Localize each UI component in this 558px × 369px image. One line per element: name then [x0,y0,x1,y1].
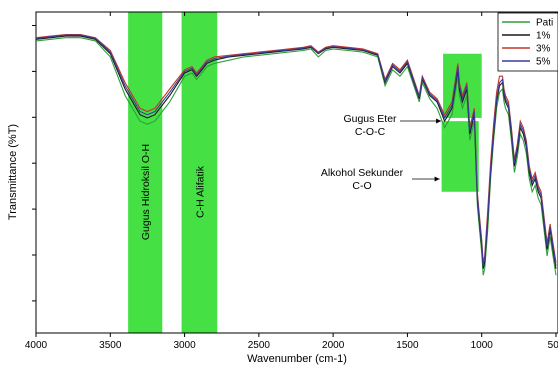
series-line-1 [35,37,557,276]
x-tick-label: 500 [548,340,558,351]
plot-frame [35,11,558,334]
legend-label-2: 1% [536,31,551,42]
x-tick-label: 1000 [471,340,494,351]
annotation-subtitle-2: C-O [352,180,371,192]
x-tick-label: 2500 [248,340,271,351]
x-tick-label: 1500 [396,340,419,351]
highlight-box-2 [441,121,479,192]
legend: Pati 1% 3% 5% [497,12,558,72]
annotation-title-1: Gugus Eter [343,113,397,125]
highlight-band-2 [181,12,218,333]
y-axis-label: Transmittance (%T) [7,124,19,220]
band-label-1: Gugus Hidroksil O-H [140,144,152,240]
legend-label-3: 3% [536,44,551,55]
x-tick-label: 4000 [25,340,48,351]
series-line-4 [35,34,557,266]
highlight-band-1 [128,12,163,333]
x-tick-label: 2000 [322,340,345,351]
series-lines [35,33,557,276]
highlight-bands: Gugus Hidroksil O-H C-H Alifatik [128,12,482,333]
x-axis-ticks: 4000 3500 3000 2500 2000 1500 1000 500 [25,12,558,351]
annotation-arrow-head-2 [434,176,440,182]
y-axis-ticks [32,24,36,302]
x-axis-label: Wavenumber (cm-1) [247,353,347,365]
plot-area-border [35,11,558,334]
x-tick-label: 3000 [173,340,196,351]
legend-label-1: Pati [536,18,553,29]
annotation-arrow-head-1 [436,118,442,124]
band-label-2: C-H Alifatik [194,165,206,218]
annotation-title-2: Alkohol Sekunder [321,167,404,179]
legend-label-4: 5% [536,57,551,68]
annotation-subtitle-1: C-O-C [355,126,386,138]
x-tick-label: 3500 [99,340,122,351]
